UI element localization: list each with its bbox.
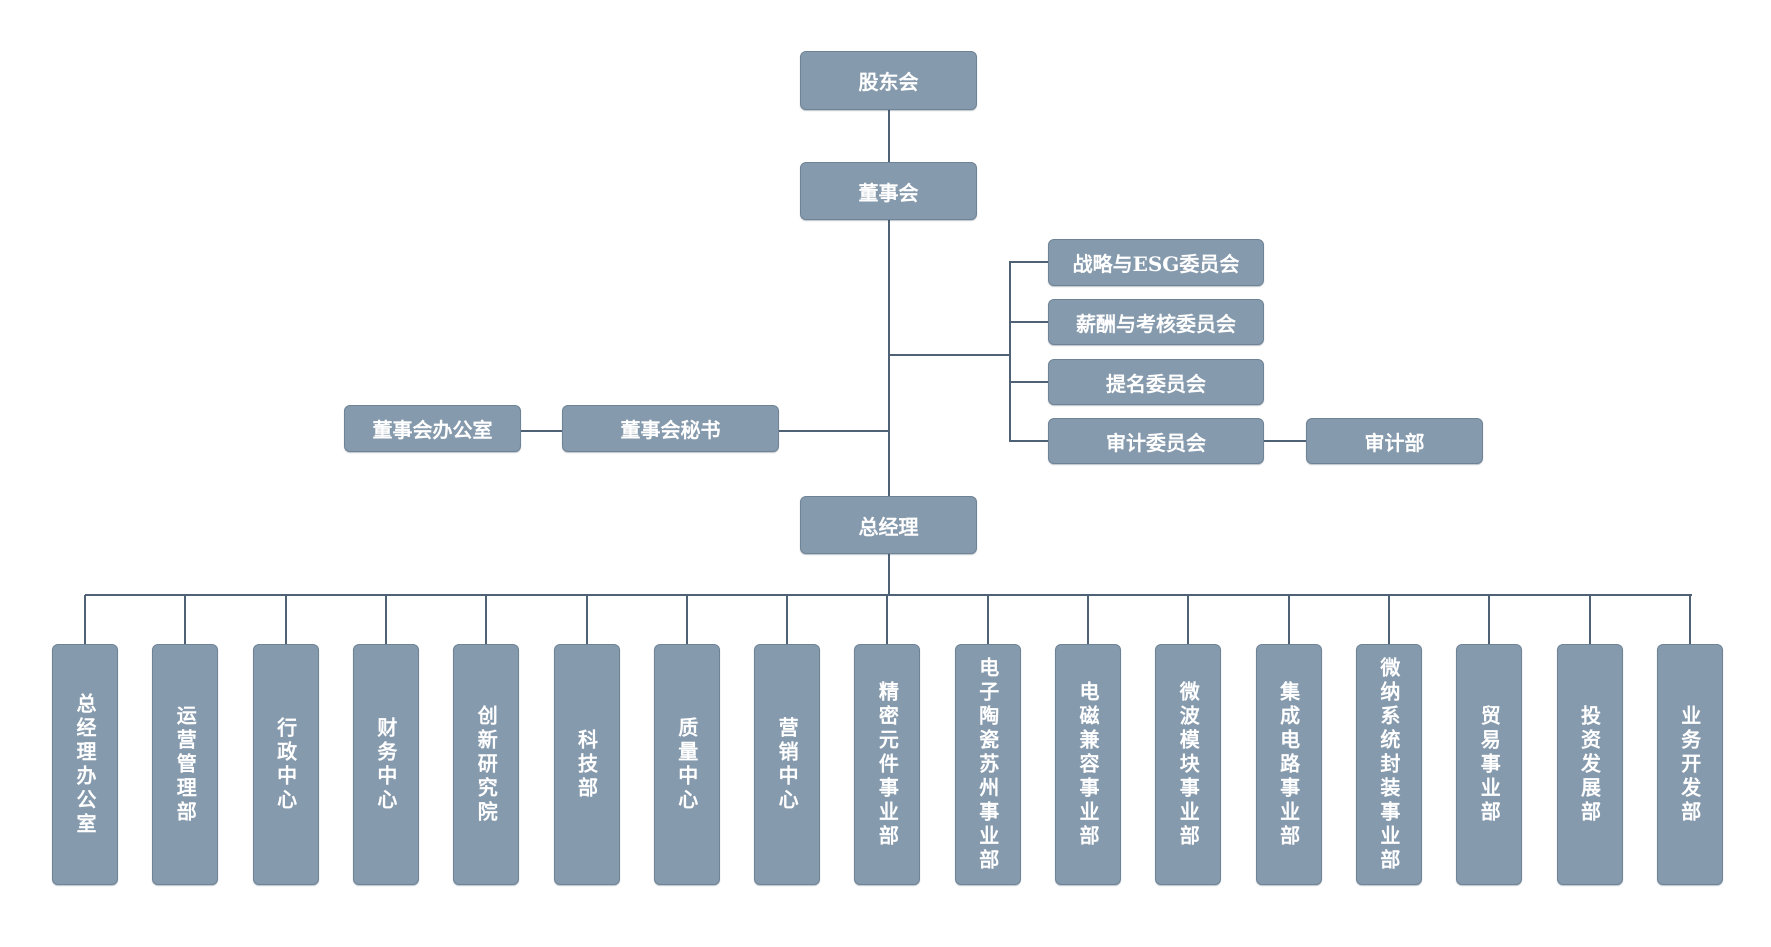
department-label: 营销中心 (775, 716, 800, 813)
connector (1287, 595, 1290, 645)
connector (1488, 595, 1491, 645)
connector (1588, 595, 1591, 645)
board-office-box: 董事会办公室 (344, 405, 521, 452)
connector (85, 594, 1692, 596)
department-box: 贸易事业部 (1456, 644, 1523, 885)
connector (1087, 595, 1089, 645)
department-box: 电子陶瓷苏州事业部 (954, 644, 1021, 885)
department-label: 总经理办公室 (73, 692, 97, 837)
audit-department-box: 审计部 (1306, 418, 1483, 464)
department-box: 投资发展部 (1556, 644, 1623, 885)
department-box: 精密元件事业部 (854, 644, 921, 885)
department-box: 科技部 (553, 644, 620, 885)
connector (284, 595, 287, 645)
connector (1264, 440, 1306, 442)
department-label: 财务中心 (373, 716, 398, 813)
connector (384, 595, 387, 645)
department-box: 微波模块事业部 (1155, 644, 1222, 885)
connector (779, 430, 889, 432)
department-label: 质量中心 (674, 716, 699, 813)
connector (786, 595, 789, 645)
connector (685, 595, 688, 645)
connector (888, 110, 890, 496)
connector (886, 595, 889, 645)
connector (84, 595, 86, 645)
general-manager-box: 总经理 (800, 496, 977, 554)
department-label: 科技部 (574, 728, 599, 801)
committee-compensation: 薪酬与考核委员会 (1048, 299, 1264, 345)
connector (585, 595, 588, 645)
connector (986, 595, 989, 645)
connector (184, 595, 187, 645)
department-label: 微波模块事业部 (1176, 680, 1201, 849)
committee-audit: 审计委员会 (1048, 418, 1264, 464)
connector (888, 354, 1010, 356)
shareholders-box: 股东会 (800, 51, 977, 110)
department-label: 电子陶瓷苏州事业部 (975, 656, 1000, 873)
committee-strategy-esg: 战略与ESG委员会 (1048, 239, 1264, 286)
board-box: 董事会 (800, 162, 977, 220)
department-label: 微纳系统封装事业部 (1376, 656, 1401, 873)
department-box: 集成电路事业部 (1255, 644, 1322, 885)
connector (1009, 262, 1011, 441)
department-label: 集成电路事业部 (1276, 680, 1301, 849)
department-box: 营销中心 (754, 644, 821, 885)
connector (1009, 261, 1049, 263)
connector (521, 430, 562, 432)
board-secretary-box: 董事会秘书 (562, 405, 779, 452)
connector (1009, 321, 1049, 323)
connector (1009, 381, 1049, 383)
connector (485, 595, 488, 645)
department-box: 创新研究院 (453, 644, 520, 885)
department-box: 总经理办公室 (52, 644, 118, 885)
connector (888, 554, 890, 595)
department-box: 运营管理部 (152, 644, 219, 885)
connector (1187, 595, 1190, 645)
department-box: 电磁兼容事业部 (1055, 644, 1121, 885)
department-box: 行政中心 (252, 644, 319, 885)
department-label: 业务开发部 (1677, 704, 1702, 825)
department-label: 精密元件事业部 (875, 680, 900, 849)
department-label: 运营管理部 (173, 704, 198, 825)
connector (1688, 595, 1691, 645)
department-label: 创新研究院 (474, 704, 499, 825)
department-box: 微纳系统封装事业部 (1355, 644, 1422, 885)
connector (1387, 595, 1390, 645)
department-box: 质量中心 (653, 644, 720, 885)
committee-nomination: 提名委员会 (1048, 359, 1264, 405)
department-box: 财务中心 (352, 644, 419, 885)
department-label: 电磁兼容事业部 (1076, 680, 1100, 849)
connector (1009, 440, 1049, 442)
department-box: 业务开发部 (1656, 644, 1723, 885)
department-label: 行政中心 (273, 716, 298, 813)
department-label: 投资发展部 (1577, 704, 1602, 825)
department-label: 贸易事业部 (1477, 704, 1502, 825)
